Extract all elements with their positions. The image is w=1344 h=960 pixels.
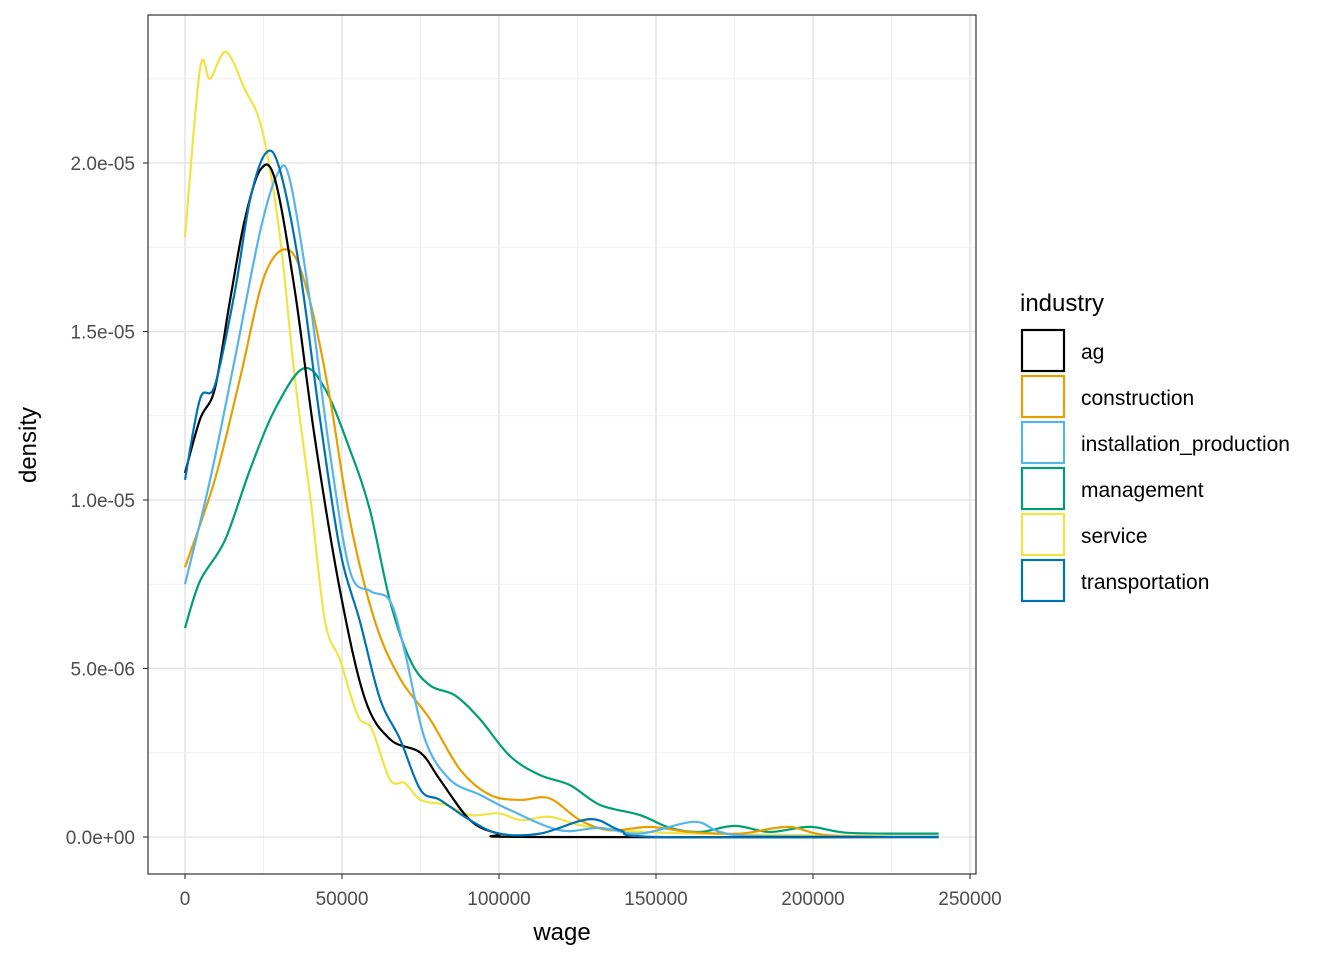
y-tick-label: 1.5e-05 [71,323,135,344]
legend: industry ag construction installation_prod… [1020,290,1290,603]
legend-label: construction [1081,387,1194,410]
legend-label: ag [1081,341,1104,364]
y-tick-label: 0.0e+00 [66,828,135,849]
x-tick-label: 200000 [781,889,844,910]
series-lines [183,50,939,839]
legend-key-construction [1020,374,1066,419]
legend-label: transportation [1081,571,1209,594]
legend-label: management [1081,479,1204,502]
density-line-transportation [183,149,939,839]
x-axis-title: wage [532,919,590,946]
legend-key-installation-production [1020,420,1066,465]
legend-label: installation_production [1081,433,1290,456]
y-tick-label: 5.0e-06 [71,660,135,681]
y-axis-title: density [15,407,42,483]
y-tick-label: 1.0e-05 [71,491,135,512]
density-line-service [183,50,939,839]
y-axis: 0.0e+00 5.0e-06 1.0e-05 1.5e-05 2.0e-05 [66,154,148,849]
y-tick-label: 2.0e-05 [71,154,135,175]
x-tick-label: 50000 [316,889,369,910]
legend-key-service [1020,512,1066,557]
legend-key-management [1020,466,1066,511]
legend-key-ag [1020,328,1066,373]
panel-border [147,14,977,875]
density-line-construction [183,248,939,839]
x-tick-label: 150000 [624,889,687,910]
x-tick-label: 0 [180,889,191,910]
grid [148,15,976,874]
legend-key-transportation [1020,558,1066,603]
x-tick-label: 100000 [467,889,530,910]
legend-title: industry [1020,290,1104,317]
x-tick-label: 250000 [938,889,1001,910]
legend-label: service [1081,525,1148,548]
density-line-management [183,366,939,835]
x-axis: 0 50000 100000 150000 200000 250000 [180,874,1002,910]
density-line-installation-production [183,164,939,839]
